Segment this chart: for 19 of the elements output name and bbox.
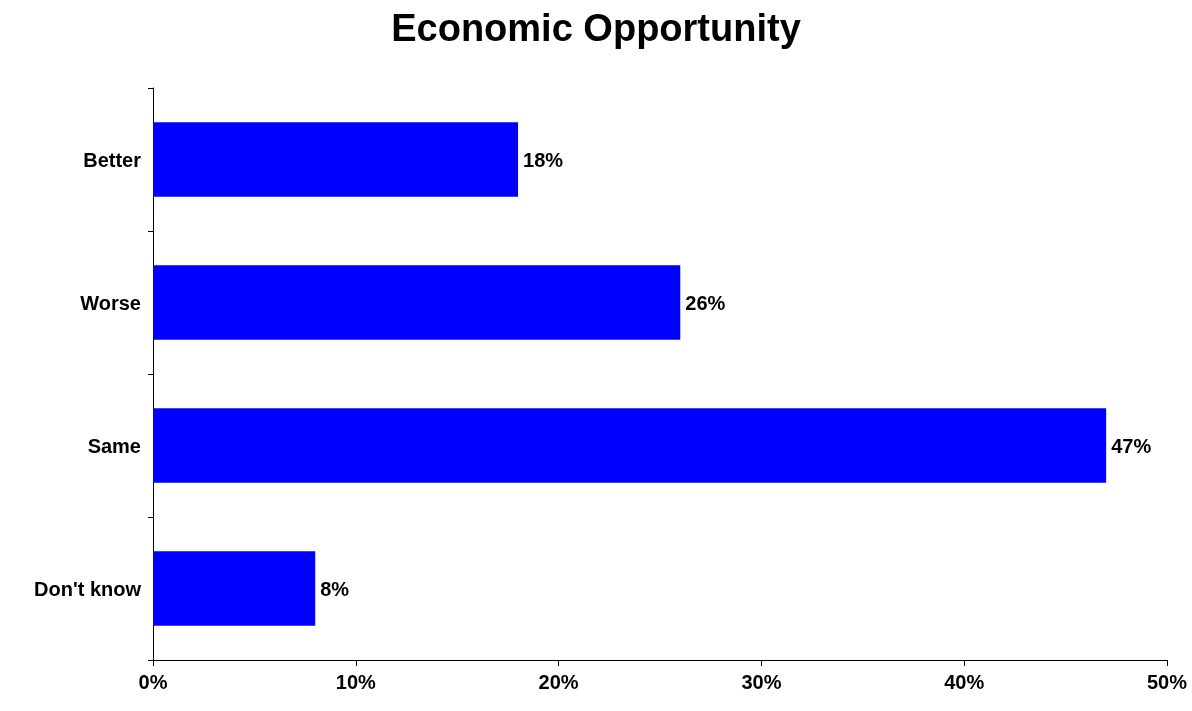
x-tick-label: 10% — [335, 671, 377, 693]
y-tick-label: Don't know — [34, 577, 142, 600]
y-tick-label: Worse — [80, 291, 141, 314]
x-tick-label: 30% — [741, 671, 782, 693]
data-label: 18% — [523, 148, 564, 171]
x-tick-label: 0% — [138, 671, 168, 693]
data-label: 26% — [685, 291, 726, 314]
bar — [153, 408, 1107, 483]
data-label: 8% — [320, 577, 350, 600]
y-tick-label: Better — [83, 148, 142, 171]
x-tick-label: 20% — [538, 671, 579, 693]
bar — [153, 265, 681, 340]
bar — [153, 551, 316, 626]
data-label: 47% — [1111, 434, 1152, 457]
x-tick-label: 50% — [1146, 671, 1188, 693]
y-tick-label: Same — [87, 434, 141, 457]
chart-title: Economic Opportunity — [391, 7, 801, 49]
x-tick-label: 40% — [944, 671, 985, 693]
bar — [153, 122, 519, 197]
